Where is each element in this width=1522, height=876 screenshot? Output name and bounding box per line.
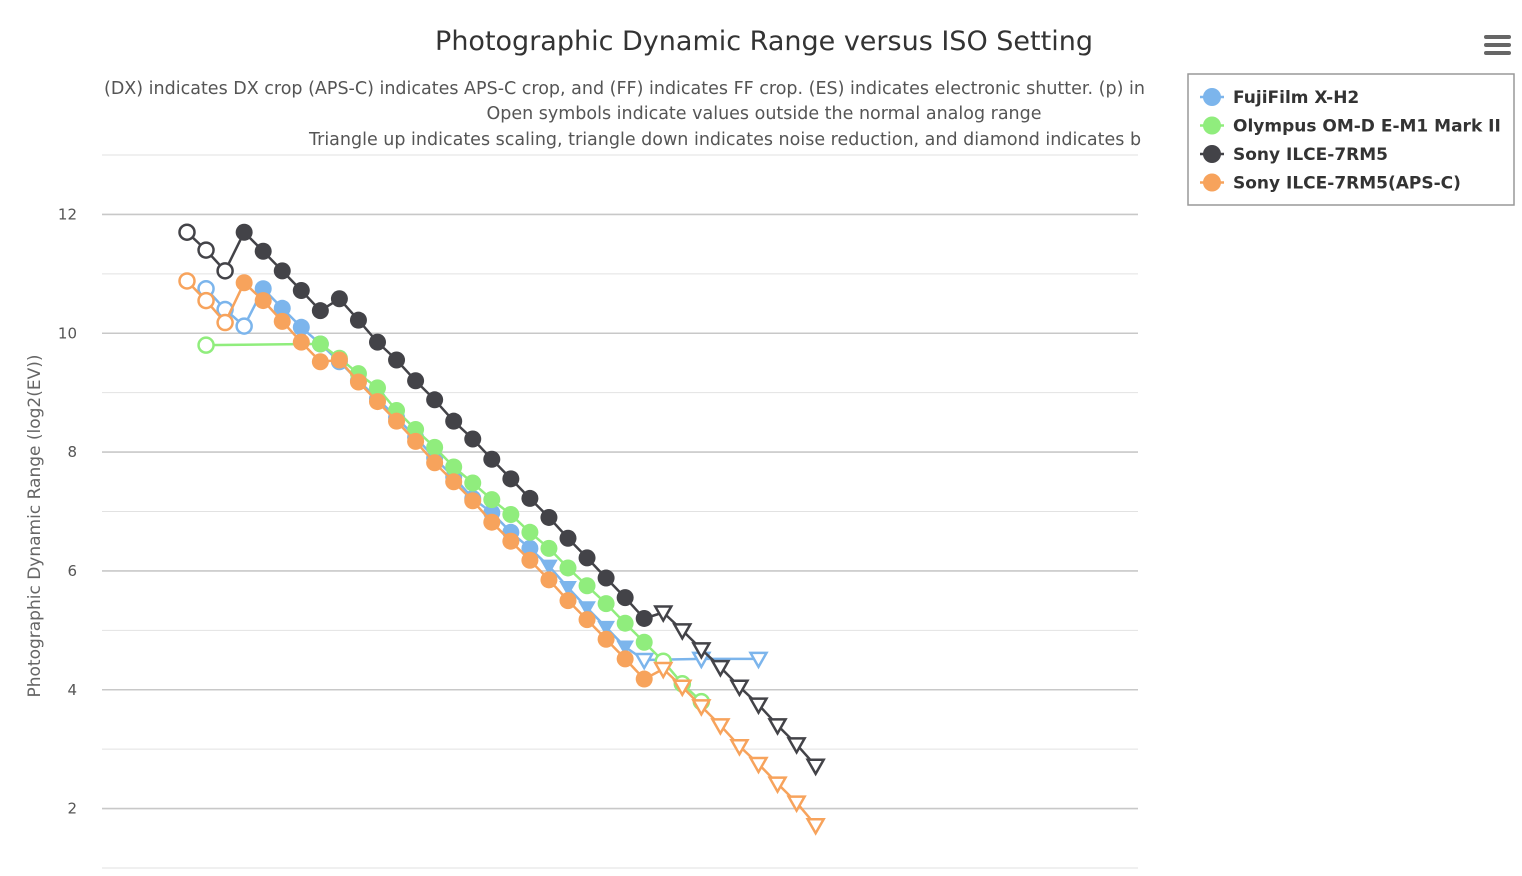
hamburger-menu-icon[interactable]	[1478, 28, 1516, 62]
y-tick-label: 12	[58, 205, 77, 223]
data-point[interactable]	[350, 373, 367, 390]
legend-marker	[1203, 145, 1221, 163]
legend: FujiFilm X-H2 Olympus OM-D E-M1 Mark II So…	[1188, 74, 1514, 205]
y-axis-ticks: 2 4 6 8 10 12	[58, 205, 77, 817]
data-point[interactable]	[312, 302, 329, 319]
data-point[interactable]	[502, 533, 519, 550]
data-point[interactable]	[464, 474, 481, 491]
data-point[interactable]	[426, 454, 443, 471]
y-tick-label: 4	[67, 681, 77, 699]
data-point[interactable]	[502, 470, 519, 487]
data-point[interactable]	[464, 431, 481, 448]
y-tick-label: 2	[67, 800, 77, 818]
data-point[interactable]	[636, 610, 653, 627]
data-point[interactable]	[617, 589, 634, 606]
data-point[interactable]	[218, 263, 233, 278]
y-tick-label: 8	[67, 443, 77, 461]
subtitle-line-2: Open symbols indicate values outside the…	[486, 104, 1041, 124]
data-point[interactable]	[579, 549, 596, 566]
data-point[interactable]	[521, 490, 538, 507]
chart-subtitle: (DX) indicates DX crop (APS-C) indicates…	[104, 79, 1145, 150]
data-point[interactable]	[540, 509, 557, 526]
plot-area	[180, 224, 824, 833]
data-point[interactable]	[312, 353, 329, 370]
data-point[interactable]	[445, 458, 462, 475]
y-axis-title: Photographic Dynamic Range (log2(EV))	[25, 354, 45, 697]
data-point[interactable]	[560, 592, 577, 609]
data-point[interactable]	[560, 530, 577, 547]
legend-label: Sony ILCE-7RM5	[1233, 145, 1388, 165]
data-point[interactable]	[598, 570, 615, 587]
data-point[interactable]	[540, 540, 557, 557]
data-point[interactable]	[388, 351, 405, 368]
data-point[interactable]	[426, 439, 443, 456]
data-point[interactable]	[579, 577, 596, 594]
legend-label: Sony ILCE-7RM5(APS-C)	[1233, 174, 1461, 194]
data-point[interactable]	[199, 338, 214, 353]
subtitle-line-1: (DX) indicates DX crop (APS-C) indicates…	[104, 79, 1145, 99]
data-point[interactable]	[350, 312, 367, 329]
series-0	[199, 280, 767, 668]
data-point[interactable]	[636, 671, 653, 688]
data-point[interactable]	[483, 491, 500, 508]
legend-item[interactable]: Olympus OM-D E-M1 Mark II	[1200, 117, 1501, 137]
data-point[interactable]	[274, 313, 291, 330]
data-point[interactable]	[598, 631, 615, 648]
data-point[interactable]	[199, 293, 214, 308]
data-point[interactable]	[617, 650, 634, 667]
data-point[interactable]	[312, 335, 329, 352]
legend-marker	[1203, 117, 1221, 135]
chart: Photographic Dynamic Range versus ISO Se…	[0, 0, 1522, 876]
data-point[interactable]	[274, 262, 291, 279]
data-point[interactable]	[180, 225, 195, 240]
data-point[interactable]	[199, 243, 214, 258]
data-point[interactable]	[388, 413, 405, 430]
data-point[interactable]	[236, 274, 253, 291]
data-point[interactable]	[636, 634, 653, 651]
data-point[interactable]	[483, 451, 500, 468]
data-point[interactable]	[293, 282, 310, 299]
legend-label: FujiFilm X-H2	[1233, 88, 1359, 108]
data-point[interactable]	[255, 292, 272, 309]
data-point[interactable]	[180, 273, 195, 288]
data-point[interactable]	[808, 760, 824, 774]
data-point[interactable]	[407, 433, 424, 450]
data-point[interactable]	[617, 615, 634, 632]
data-point[interactable]	[369, 393, 386, 410]
data-point[interactable]	[293, 334, 310, 351]
data-point[interactable]	[521, 552, 538, 569]
data-point[interactable]	[407, 372, 424, 389]
data-point[interactable]	[293, 319, 310, 336]
data-point[interactable]	[331, 351, 348, 368]
data-point[interactable]	[445, 473, 462, 490]
legend-label: Olympus OM-D E-M1 Mark II	[1233, 117, 1501, 137]
data-point[interactable]	[808, 819, 824, 833]
y-tick-label: 10	[58, 324, 77, 342]
data-point[interactable]	[560, 559, 577, 576]
data-point[interactable]	[237, 319, 252, 334]
data-point[interactable]	[540, 571, 557, 588]
data-point[interactable]	[331, 290, 348, 307]
data-point[interactable]	[464, 492, 481, 509]
legend-marker	[1203, 88, 1221, 106]
legend-item[interactable]: Sony ILCE-7RM5(APS-C)	[1200, 174, 1461, 194]
data-point[interactable]	[426, 391, 443, 408]
y-tick-label: 6	[67, 562, 77, 580]
gridlines	[102, 155, 1138, 868]
subtitle-line-3: Triangle up indicates scaling, triangle …	[308, 130, 1141, 150]
data-point[interactable]	[521, 524, 538, 541]
chart-title: Photographic Dynamic Range versus ISO Se…	[435, 26, 1093, 57]
data-point[interactable]	[502, 506, 519, 523]
data-point[interactable]	[369, 334, 386, 351]
data-point[interactable]	[598, 595, 615, 612]
data-point[interactable]	[579, 611, 596, 628]
data-point[interactable]	[255, 243, 272, 260]
data-point[interactable]	[218, 315, 233, 330]
data-point[interactable]	[483, 514, 500, 531]
data-point[interactable]	[445, 413, 462, 430]
series-line	[187, 281, 816, 825]
legend-marker	[1203, 174, 1221, 192]
data-point[interactable]	[236, 224, 253, 241]
